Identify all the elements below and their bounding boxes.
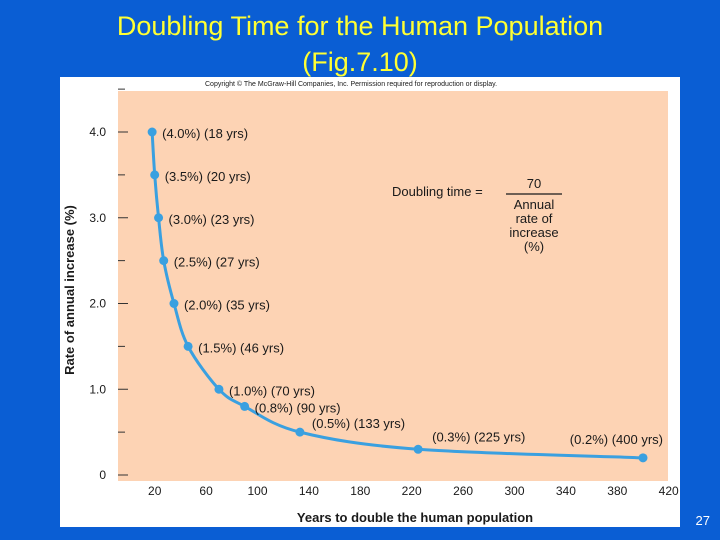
data-point	[150, 170, 160, 180]
data-label: (0.3%) (225 yrs)	[432, 429, 525, 444]
y-tick-label: 2.0	[89, 297, 106, 311]
data-point	[240, 401, 250, 411]
data-label: (3.5%) (20 yrs)	[165, 169, 251, 184]
x-tick-label: 300	[504, 484, 524, 498]
data-point	[638, 453, 648, 463]
data-point	[183, 341, 193, 351]
data-point	[169, 299, 179, 308]
slide-title-line-1: Doubling Time for the Human Population	[116, 11, 604, 41]
plot-area	[118, 91, 668, 481]
data-label: (1.5%) (46 yrs)	[198, 340, 284, 355]
doubling-time-formula: Doubling time = 70 Annual rate of increa…	[392, 176, 562, 254]
x-tick-label: 100	[247, 484, 267, 498]
formula-denominator-line-3: increase	[509, 225, 558, 240]
x-tick-label: 180	[350, 484, 370, 498]
data-label: (1.0%) (70 yrs)	[229, 383, 315, 398]
data-label: (4.0%) (18 yrs)	[162, 126, 248, 141]
x-tick-label: 420	[659, 484, 679, 498]
data-label: (0.8%) (90 yrs)	[255, 400, 341, 415]
x-tick-label: 140	[299, 484, 319, 498]
x-tick-label: 60	[199, 484, 213, 498]
x-tick-label: 220	[402, 484, 422, 498]
y-tick-label: 1.0	[89, 382, 106, 396]
copyright-notice: Copyright © The McGraw-Hill Companies, I…	[205, 80, 497, 88]
formula-lhs: Doubling time =	[392, 184, 483, 199]
data-point	[413, 444, 423, 454]
y-tick-label: 3.0	[89, 211, 106, 225]
data-point	[214, 384, 224, 394]
x-axis-label: Years to double the human population	[297, 510, 533, 525]
data-point	[159, 256, 169, 266]
data-label: (3.0%) (23 yrs)	[169, 212, 255, 227]
y-tick-label: 0	[99, 468, 106, 482]
formula-denominator-line-2: rate of	[516, 211, 553, 226]
x-tick-label: 20	[148, 484, 162, 498]
formula-denominator-line-1: Annual	[514, 197, 555, 212]
data-label: (2.5%) (27 yrs)	[174, 255, 260, 270]
data-label: (0.5%) (133 yrs)	[312, 416, 405, 431]
y-tick-label: 4.0	[89, 125, 106, 139]
doubling-time-chart: Copyright © The McGraw-Hill Companies, I…	[62, 80, 679, 525]
formula-denominator-line-4: (%)	[524, 239, 544, 254]
x-tick-label: 380	[607, 484, 627, 498]
x-tick-label: 260	[453, 484, 473, 498]
data-label: (2.0%) (35 yrs)	[184, 298, 270, 313]
slide-title-line-2: (Fig.7.10)	[302, 47, 418, 77]
formula-numerator: 70	[527, 176, 541, 191]
page-number: 27	[695, 513, 710, 528]
y-axis-label: Rate of annual increase (%)	[62, 205, 77, 375]
data-point	[147, 127, 157, 137]
x-tick-label: 340	[556, 484, 576, 498]
data-label: (0.2%) (400 yrs)	[570, 432, 663, 447]
data-point	[295, 427, 305, 437]
data-point	[154, 213, 164, 223]
